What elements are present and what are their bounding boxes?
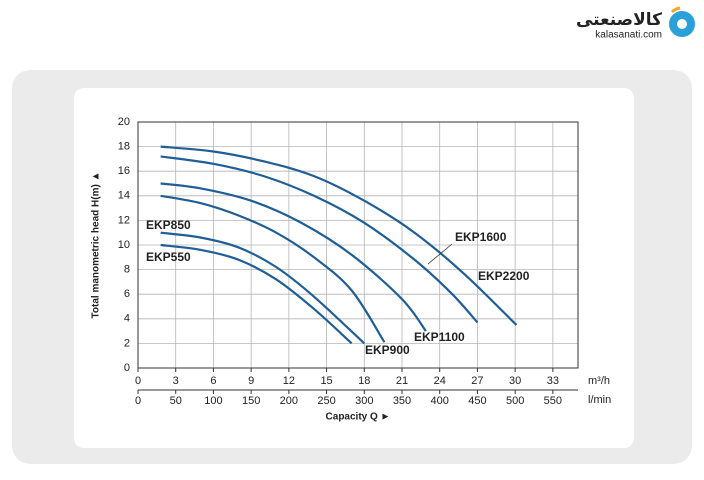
x-unit: m³/h: [588, 375, 610, 387]
x-tick-label: 6: [210, 375, 216, 387]
x-tick-label: 30: [509, 375, 521, 387]
curve: [160, 231, 366, 345]
leader-line: [427, 243, 453, 265]
curve: [160, 243, 353, 345]
logo-icon: [669, 6, 695, 37]
y-tick-label: 10: [118, 239, 130, 251]
y-tick-label: 0: [124, 362, 130, 374]
x-tick-label: 21: [396, 375, 408, 387]
x-tick-label: 12: [283, 375, 295, 387]
x2-tick-label: 350: [393, 395, 411, 407]
y-axis-title: Total manometric head H(m) ▲: [91, 172, 102, 319]
x-tick-label: 18: [358, 375, 370, 387]
x-tick-label: 9: [248, 375, 254, 387]
x2-tick-label: 500: [506, 395, 524, 407]
x-tick-label: 3: [173, 375, 179, 387]
x2-tick-label: 400: [431, 395, 449, 407]
curve: [160, 155, 479, 324]
logo-site: kalasanati.com: [595, 30, 662, 41]
x-tick-label: 24: [434, 375, 446, 387]
plot-frame: [137, 121, 579, 369]
x-tick-label: 27: [471, 375, 483, 387]
x-tick-label: 33: [547, 375, 559, 387]
x2-tick-label: 550: [544, 395, 562, 407]
x-tick-label: 15: [320, 375, 332, 387]
y-tick-label: 4: [124, 313, 130, 325]
x2-tick-label: 250: [317, 395, 335, 407]
x2-unit: l/min: [588, 394, 611, 406]
curve-label: EKP900: [365, 343, 410, 357]
curve-label: EKP850: [146, 218, 191, 232]
x2-tick-label: 100: [204, 395, 222, 407]
curve-label: EKP1100: [414, 330, 465, 344]
x2-tick-label: 50: [170, 395, 182, 407]
x-axis-title: Capacity Q ►: [326, 412, 391, 423]
card: [74, 88, 634, 448]
logo-name: کالاصنعتی: [576, 10, 662, 30]
curve-label: EKP550: [146, 250, 191, 264]
y-tick-label: 2: [124, 337, 130, 349]
x2-tick-label: 0: [135, 395, 141, 407]
curve: [160, 145, 518, 326]
curve: [160, 194, 386, 343]
y-tick-label: 12: [118, 214, 130, 226]
y-tick-label: 20: [118, 116, 130, 128]
curve-label: EKP1600: [455, 230, 507, 244]
y-tick-label: 14: [118, 190, 130, 202]
x2-tick-label: 450: [468, 395, 486, 407]
x2-tick-label: 150: [242, 395, 260, 407]
x2-tick-label: 300: [355, 395, 373, 407]
y-tick-label: 6: [124, 288, 130, 300]
curve: [160, 182, 427, 332]
y-tick-label: 16: [118, 165, 130, 177]
x-tick-label: 0: [135, 375, 141, 387]
y-tick-label: 8: [124, 264, 130, 276]
x2-tick-label: 200: [280, 395, 298, 407]
y-tick-label: 18: [118, 141, 130, 153]
curve-label: EKP2200: [478, 269, 530, 283]
